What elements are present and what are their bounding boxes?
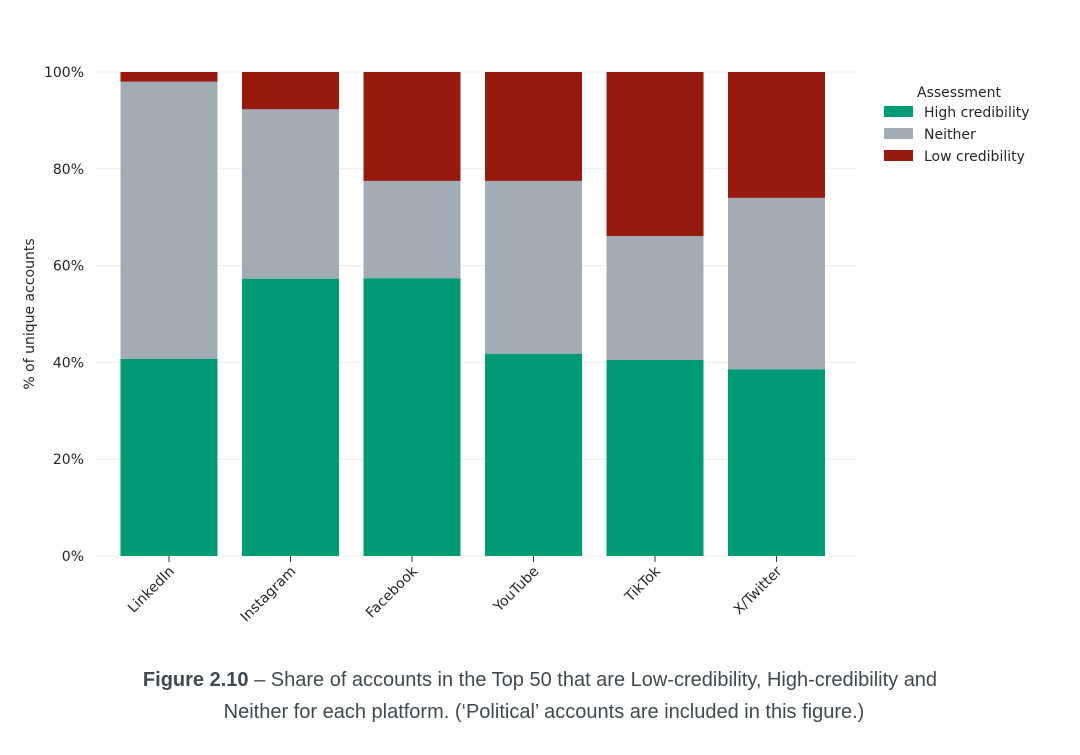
bar-segment-low-credibility bbox=[120, 72, 218, 82]
legend-swatch bbox=[884, 150, 913, 161]
legend-entry-label: High credibility bbox=[924, 105, 1030, 121]
bar-segment-high-credibility bbox=[485, 353, 582, 556]
y-tick-label: 80% bbox=[53, 162, 84, 178]
x-tick-label: X/Twitter bbox=[731, 563, 786, 618]
bar-group-facebook bbox=[363, 72, 461, 556]
legend-title: Assessment bbox=[917, 85, 1001, 101]
y-axis: 0% 20% 40% 60% 80% 100% bbox=[44, 65, 84, 565]
bar-segment-low-credibility bbox=[242, 72, 339, 110]
bar-segment-neither bbox=[485, 180, 582, 354]
bar-segment-high-credibility bbox=[120, 359, 218, 556]
x-tick-label: Facebook bbox=[363, 563, 421, 621]
bar-segment-neither bbox=[120, 81, 218, 360]
bar-group-x-twitter bbox=[728, 72, 825, 556]
bar-group-linkedin bbox=[120, 72, 218, 556]
legend-swatch bbox=[884, 106, 913, 117]
bar-group-instagram bbox=[242, 72, 339, 556]
x-axis: LinkedIn Instagram Facebook YouTube TikTok X/… bbox=[125, 556, 785, 625]
legend-entry-label: Low credibility bbox=[924, 149, 1025, 165]
stacked-bar-chart: 0% 20% 40% 60% 80% 100% LinkedIn Instagram Face… bbox=[22, 65, 1030, 625]
x-tick-label: Instagram bbox=[238, 564, 300, 626]
y-axis-title: % of unique accounts bbox=[22, 238, 38, 389]
bar-segment-low-credibility bbox=[606, 72, 704, 237]
bar-group-youtube bbox=[485, 72, 582, 556]
x-tick-label: LinkedIn bbox=[125, 564, 178, 617]
bar-group-tiktok bbox=[606, 72, 704, 556]
bar-segment-neither bbox=[606, 236, 704, 360]
y-tick-label: 100% bbox=[44, 65, 84, 81]
y-tick-label: 20% bbox=[53, 452, 84, 468]
x-tick-label: TikTok bbox=[621, 563, 664, 606]
y-tick-label: 60% bbox=[53, 259, 84, 275]
bar-segment-low-credibility bbox=[363, 72, 461, 181]
legend-swatch bbox=[884, 128, 913, 139]
legend: Assessment High credibility Neither Low cr… bbox=[884, 85, 1030, 165]
bar-segment-low-credibility bbox=[485, 72, 582, 181]
bar-segment-neither bbox=[363, 180, 461, 279]
x-tick-label: YouTube bbox=[490, 564, 542, 616]
bar-segment-neither bbox=[242, 109, 339, 279]
figure-label: Figure 2.10 bbox=[142, 669, 249, 691]
bar-segment-low-credibility bbox=[728, 72, 825, 198]
bars bbox=[120, 72, 825, 556]
caption-line-2: Neither for each platform. (‘Political’ … bbox=[223, 701, 865, 723]
bar-segment-high-credibility bbox=[606, 359, 704, 556]
bar-segment-high-credibility bbox=[363, 278, 461, 556]
y-tick-label: 40% bbox=[53, 355, 84, 371]
y-tick-label: 0% bbox=[62, 549, 84, 565]
bar-segment-high-credibility bbox=[242, 278, 339, 556]
figure-caption: Figure 2.10 – Share of accounts in the T… bbox=[0, 664, 1080, 728]
legend-entry-label: Neither bbox=[924, 127, 976, 143]
bar-segment-neither bbox=[728, 197, 825, 370]
bar-segment-high-credibility bbox=[728, 369, 825, 556]
caption-line-1: – Share of accounts in the Top 50 that a… bbox=[248, 669, 938, 691]
